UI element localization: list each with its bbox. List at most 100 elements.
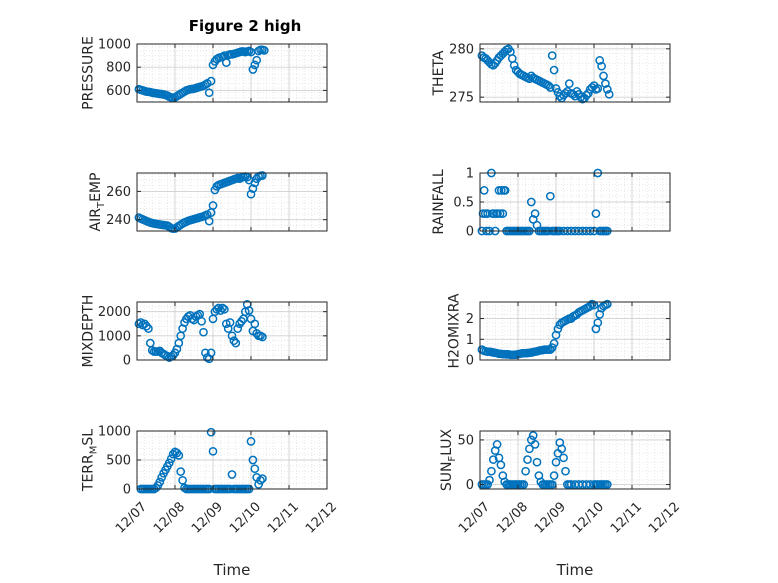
data-point — [204, 88, 214, 98]
data-point — [576, 92, 586, 102]
y-tick-label: 260 — [106, 185, 131, 200]
y-tick-label: 240 — [106, 213, 131, 228]
data-point — [532, 457, 542, 467]
y-tick-label: 50 — [457, 433, 474, 448]
data-point — [525, 444, 534, 454]
data-point — [172, 448, 182, 458]
x-tick-label: 12/10 — [227, 499, 264, 536]
x-tick-label: 12/09 — [189, 499, 226, 536]
x-tick-label: 12/12 — [646, 499, 683, 536]
y-axis-label: PRESSURE — [81, 36, 97, 110]
data-point — [258, 474, 267, 483]
data-point — [553, 324, 563, 334]
data-point — [597, 61, 606, 71]
data-point — [248, 65, 258, 74]
data-point — [197, 316, 206, 326]
data-point — [206, 427, 216, 437]
y-tick-label: 280 — [449, 42, 474, 57]
y-tick-label: 1 — [466, 333, 474, 348]
data-point — [168, 449, 178, 459]
data-point — [225, 318, 235, 327]
y-axis-label: H2OMIXRA — [446, 293, 462, 368]
x-tick-label: 12/08 — [151, 499, 188, 536]
data-point — [593, 84, 603, 93]
data-point — [487, 466, 496, 476]
data-point — [492, 440, 502, 449]
data-point — [557, 444, 567, 454]
y-axis-label: SUNFLUX — [439, 428, 458, 491]
data-point — [498, 209, 508, 218]
data-point — [593, 318, 603, 328]
data-point — [174, 451, 184, 460]
data-point — [521, 466, 530, 476]
axes-frame — [479, 430, 671, 490]
data-point — [591, 209, 601, 218]
x-tick-label: 12/11 — [608, 499, 645, 536]
y-tick-label: 2000 — [98, 305, 131, 320]
data-point — [227, 470, 237, 479]
data-point — [258, 171, 267, 180]
subplot-rainfall: 0 0.5 1 RAINFALL — [431, 167, 671, 240]
data-point — [204, 216, 214, 226]
data-point — [545, 345, 555, 354]
y-tick-label: 0 — [123, 483, 131, 498]
figure-title: Figure 2 high — [189, 17, 302, 35]
data-point — [545, 83, 555, 92]
data-point — [602, 299, 612, 309]
data-point — [483, 209, 492, 218]
y-axis-label: THETA — [431, 50, 447, 96]
data-point — [142, 321, 151, 331]
x-axis-label: Time — [556, 561, 594, 579]
data-point — [595, 56, 605, 65]
data-point — [495, 209, 505, 218]
data-point — [526, 197, 536, 207]
subplot-h2omixra: 0 1 2 H2OMIXRA — [446, 293, 671, 369]
data-point — [547, 343, 557, 352]
y-tick-label: 0.5 — [453, 196, 474, 211]
axes-frame — [479, 43, 671, 103]
axes-frame — [136, 301, 328, 361]
data-point — [164, 458, 174, 468]
x-tick-label: 12/12 — [303, 499, 340, 536]
data-point — [221, 58, 231, 67]
data-point — [599, 71, 608, 81]
data-point — [155, 477, 165, 487]
data-point — [602, 480, 612, 489]
data-point — [151, 483, 161, 493]
data-point — [246, 189, 256, 199]
x-tick-label: 12/07 — [456, 499, 493, 536]
data-point — [493, 209, 502, 218]
data-point — [551, 457, 561, 467]
x-tick-label: 12/10 — [570, 499, 607, 536]
y-tick-label: 2 — [466, 312, 474, 327]
axes-frame — [136, 172, 328, 232]
data-point — [176, 467, 186, 476]
data-point — [604, 89, 614, 99]
y-axis-label: TERRMSL — [81, 429, 100, 492]
data-point — [528, 215, 538, 224]
data-point — [561, 466, 570, 476]
data-point — [237, 316, 246, 326]
data-point — [231, 338, 241, 348]
x-tick-label: 12/08 — [494, 499, 531, 536]
y-axis-label: RAINFALL — [431, 169, 447, 234]
data-point — [496, 186, 506, 195]
data-point — [166, 454, 176, 464]
data-point — [519, 480, 529, 489]
data-point — [218, 303, 227, 313]
x-tick-label: 12/11 — [265, 499, 302, 536]
data-point — [256, 475, 265, 485]
y-tick-label: 0 — [466, 354, 474, 369]
data-point — [206, 76, 216, 86]
y-tick-label: 0 — [123, 354, 131, 369]
data-point — [244, 306, 254, 315]
data-point — [547, 480, 557, 489]
data-point — [547, 51, 557, 60]
x-tick-label: 12/07 — [113, 499, 150, 536]
